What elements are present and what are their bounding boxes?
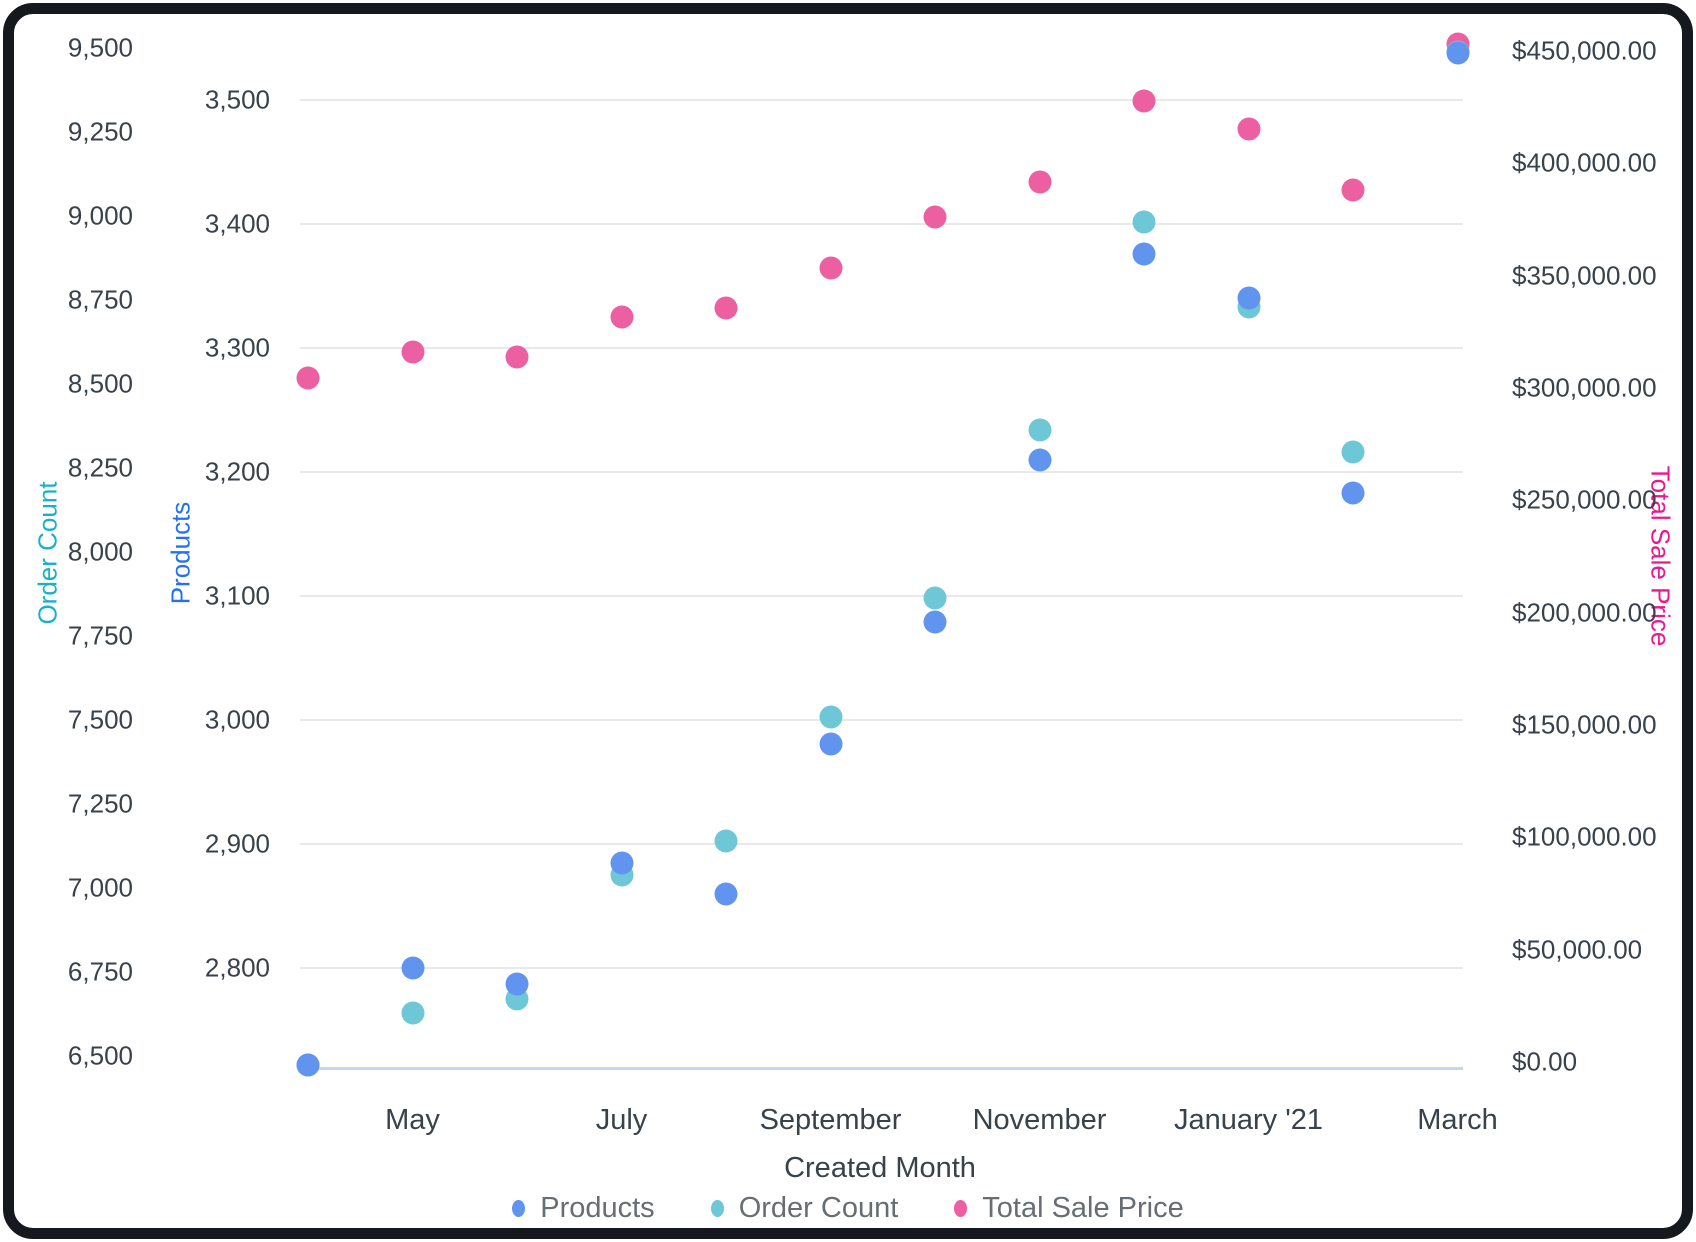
gridline bbox=[300, 967, 1463, 969]
y-tick-label-order-count: 9,250 bbox=[67, 116, 133, 147]
gridline bbox=[300, 223, 1463, 225]
y-tick-label-products: 3,000 bbox=[204, 704, 270, 735]
legend-label: Total Sale Price bbox=[982, 1192, 1184, 1224]
data-point-products[interactable] bbox=[1446, 41, 1469, 65]
y-tick-label-products: 3,300 bbox=[204, 332, 270, 363]
data-point-products[interactable] bbox=[923, 610, 947, 634]
data-point-order-count[interactable] bbox=[1341, 440, 1365, 464]
data-point-total-sale-price[interactable] bbox=[401, 340, 424, 364]
y-tick-label-order-count: 7,750 bbox=[67, 620, 133, 651]
data-point-order-count[interactable] bbox=[819, 705, 842, 729]
y-tick-label-sale: $450,000.00 bbox=[1512, 35, 1657, 66]
y-tick-label-sale: $250,000.00 bbox=[1512, 484, 1657, 515]
gridline bbox=[300, 719, 1463, 721]
y-tick-label-order-count: 7,000 bbox=[67, 872, 133, 903]
gridline bbox=[300, 99, 1463, 101]
legend-marker-icon bbox=[512, 1200, 526, 1217]
legend-marker-icon bbox=[710, 1200, 724, 1217]
gridline bbox=[300, 595, 1463, 597]
legend-marker-icon bbox=[954, 1200, 968, 1217]
x-tick-label: May bbox=[385, 1104, 440, 1136]
data-point-order-count[interactable] bbox=[923, 586, 947, 610]
y-tick-label-order-count: 9,500 bbox=[67, 32, 133, 63]
legend-item-total-sale-price[interactable]: Total Sale Price bbox=[954, 1192, 1184, 1225]
x-axis-baseline bbox=[302, 1066, 1463, 1070]
legend: Products Order Count Total Sale Price bbox=[0, 1192, 1696, 1225]
data-point-products[interactable] bbox=[1132, 242, 1156, 266]
y-tick-label-order-count: 7,500 bbox=[67, 704, 133, 735]
y-tick-label-order-count: 6,750 bbox=[67, 956, 133, 987]
data-point-total-sale-price[interactable] bbox=[1237, 117, 1260, 141]
data-point-products[interactable] bbox=[1237, 286, 1260, 310]
data-point-order-count[interactable] bbox=[401, 1001, 424, 1025]
y-tick-label-sale: $300,000.00 bbox=[1512, 372, 1657, 403]
y-tick-label-sale: $150,000.00 bbox=[1512, 709, 1657, 740]
x-tick-label: July bbox=[595, 1104, 648, 1136]
data-point-products[interactable] bbox=[296, 1053, 320, 1077]
data-point-products[interactable] bbox=[610, 851, 633, 875]
legend-item-products[interactable]: Products bbox=[512, 1192, 655, 1225]
x-tick-label: November bbox=[972, 1104, 1107, 1136]
x-tick-label: September bbox=[759, 1104, 902, 1136]
data-point-total-sale-price[interactable] bbox=[923, 205, 947, 229]
y-tick-label-order-count: 9,000 bbox=[67, 200, 133, 231]
data-point-total-sale-price[interactable] bbox=[1028, 170, 1051, 194]
x-tick-label: March bbox=[1417, 1104, 1498, 1136]
data-point-order-count[interactable] bbox=[714, 829, 738, 853]
y-tick-label-order-count: 8,000 bbox=[67, 536, 133, 567]
y-tick-label-products: 3,400 bbox=[204, 208, 270, 239]
data-point-products[interactable] bbox=[505, 972, 529, 996]
y-tick-label-products: 2,900 bbox=[204, 828, 270, 859]
y-tick-label-order-count: 6,500 bbox=[67, 1040, 133, 1071]
gridline bbox=[300, 347, 1463, 349]
x-axis-title: Created Month bbox=[784, 1152, 976, 1184]
y-tick-label-products: 2,800 bbox=[204, 952, 270, 983]
y-tick-label-order-count: 8,500 bbox=[67, 368, 133, 399]
data-point-order-count[interactable] bbox=[1132, 210, 1156, 234]
y-tick-label-products: 3,200 bbox=[204, 456, 270, 487]
y-tick-label-order-count: 8,250 bbox=[67, 452, 133, 483]
data-point-total-sale-price[interactable] bbox=[505, 345, 529, 369]
data-point-products[interactable] bbox=[1341, 481, 1365, 505]
y-tick-label-order-count: 7,250 bbox=[67, 788, 133, 819]
data-point-total-sale-price[interactable] bbox=[1132, 89, 1156, 113]
y-tick-label-sale: $400,000.00 bbox=[1512, 147, 1657, 178]
data-point-total-sale-price[interactable] bbox=[1341, 178, 1365, 202]
data-point-total-sale-price[interactable] bbox=[714, 296, 738, 320]
legend-label: Order Count bbox=[738, 1192, 899, 1224]
data-point-total-sale-price[interactable] bbox=[610, 305, 633, 329]
data-point-total-sale-price[interactable] bbox=[819, 256, 842, 280]
y-tick-label-products: 3,100 bbox=[204, 580, 270, 611]
y-tick-label-order-count: 8,750 bbox=[67, 284, 133, 315]
y-tick-label-sale: $0.00 bbox=[1512, 1046, 1578, 1077]
gridline bbox=[300, 471, 1463, 473]
y-tick-label-sale: $200,000.00 bbox=[1512, 597, 1657, 628]
data-point-order-count[interactable] bbox=[1028, 418, 1051, 442]
legend-label: Products bbox=[540, 1192, 655, 1224]
legend-item-order-count[interactable]: Order Count bbox=[710, 1192, 899, 1225]
y-tick-label-sale: $100,000.00 bbox=[1512, 821, 1657, 852]
y-tick-label-sale: $50,000.00 bbox=[1512, 934, 1643, 965]
y-tick-label-sale: $350,000.00 bbox=[1512, 260, 1657, 291]
gridline bbox=[300, 843, 1463, 845]
data-point-products[interactable] bbox=[1028, 448, 1051, 472]
data-point-total-sale-price[interactable] bbox=[296, 366, 320, 390]
x-tick-label: January '21 bbox=[1173, 1104, 1324, 1136]
y-tick-label-products: 3,500 bbox=[204, 84, 270, 115]
data-point-products[interactable] bbox=[714, 882, 738, 906]
data-point-products[interactable] bbox=[819, 732, 842, 756]
data-point-products[interactable] bbox=[401, 956, 424, 980]
